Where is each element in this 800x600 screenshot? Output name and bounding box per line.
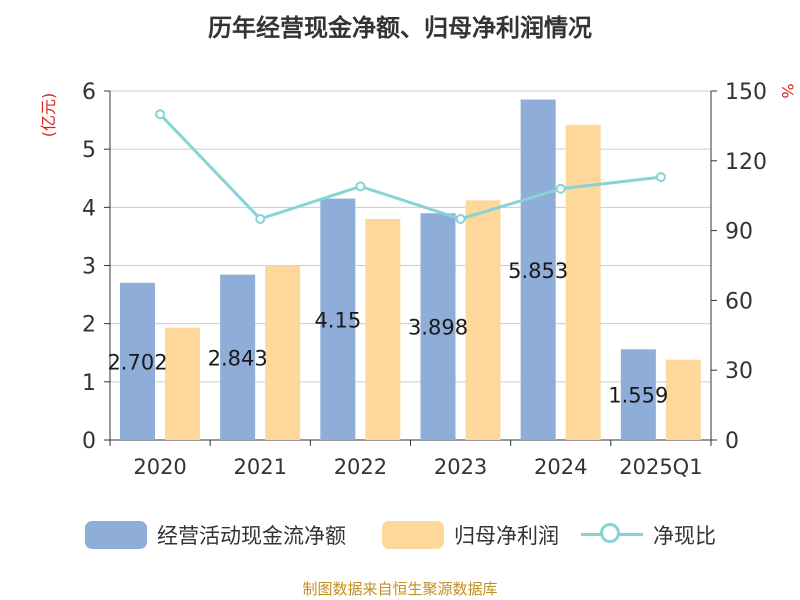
y-tick-label-left: 5 <box>82 138 96 163</box>
legend-item-net-profit[interactable]: 归母净利润 <box>382 517 559 553</box>
y-tick-label-right: 60 <box>725 289 753 314</box>
x-tick-label: 2020 <box>133 455 186 479</box>
x-tick-label: 2024 <box>534 455 587 479</box>
legend-swatch-net-profit <box>382 521 444 549</box>
ratio-point <box>255 213 266 224</box>
legend-swatch-cashflow <box>85 521 147 549</box>
bars <box>120 99 701 440</box>
y-axis-right-label: % <box>778 83 797 98</box>
ratio-point <box>655 172 666 183</box>
bar-cashflow <box>620 349 656 440</box>
legend: 经营活动现金流净额 归母净利润 净现比 <box>0 517 800 553</box>
y-tick-label-left: 1 <box>82 371 96 396</box>
data-label-cashflow: 4.15 <box>314 308 361 332</box>
data-label-cashflow: 2.843 <box>208 346 268 370</box>
legend-swatch-ratio <box>581 521 643 549</box>
ratio-point <box>155 109 166 120</box>
legend-label-net-profit: 归母净利润 <box>454 524 559 548</box>
x-tick-label: 2022 <box>334 455 387 479</box>
data-label-cashflow: 2.702 <box>107 350 167 374</box>
legend-label-cashflow: 经营活动现金流净额 <box>157 524 346 548</box>
y-tick-label-right: 120 <box>725 150 767 175</box>
bar-cashflow <box>520 99 556 440</box>
x-tick-label: 2025Q1 <box>619 455 702 479</box>
y-tick-label-right: 90 <box>725 220 753 245</box>
ratio-point <box>555 183 566 194</box>
x-tick-label: 2023 <box>434 455 487 479</box>
bar-net-profit <box>465 200 501 440</box>
ratio-point <box>355 181 366 192</box>
ratio-line <box>155 109 666 224</box>
source-note: 制图数据来自恒生聚源数据库 <box>302 580 498 598</box>
y-tick-label-left: 2 <box>82 313 96 338</box>
bar-net-profit <box>665 359 701 440</box>
y-tick-label-left: 6 <box>82 80 96 105</box>
bar-net-profit <box>265 265 301 440</box>
y-tick-label-left: 0 <box>82 429 96 454</box>
bar-net-profit <box>365 218 401 440</box>
y-tick-label-left: 4 <box>82 196 96 221</box>
chart-title: 历年经营现金净额、归母净利润情况 <box>208 14 592 42</box>
data-label-cashflow: 5.853 <box>508 259 568 283</box>
ratio-point <box>455 213 466 224</box>
bar-net-profit <box>565 124 601 440</box>
legend-label-ratio: 净现比 <box>653 524 716 548</box>
y-tick-label-right: 30 <box>725 359 753 384</box>
y-tick-label-right: 0 <box>725 429 739 454</box>
gridlines <box>110 90 711 383</box>
y-axis-left-label: (亿元) <box>39 93 58 138</box>
bar-cashflow <box>220 274 256 440</box>
legend-item-cashflow[interactable]: 经营活动现金流净额 <box>85 517 346 553</box>
bar-cashflow <box>320 198 356 440</box>
bar-cashflow <box>420 213 456 440</box>
data-label-cashflow: 1.559 <box>608 384 668 408</box>
data-labels: 2.702 2.843 4.15 3.898 5.853 1.559 <box>107 259 668 408</box>
bar-net-profit <box>165 327 200 440</box>
x-tick-label: 2021 <box>234 455 287 479</box>
y-tick-label-right: 150 <box>725 80 767 105</box>
y-tick-label-left: 3 <box>82 255 96 280</box>
bar-cashflow <box>120 282 155 440</box>
data-label-cashflow: 3.898 <box>408 316 468 340</box>
legend-item-ratio[interactable]: 净现比 <box>581 517 716 553</box>
ratio-line-path <box>158 113 662 221</box>
